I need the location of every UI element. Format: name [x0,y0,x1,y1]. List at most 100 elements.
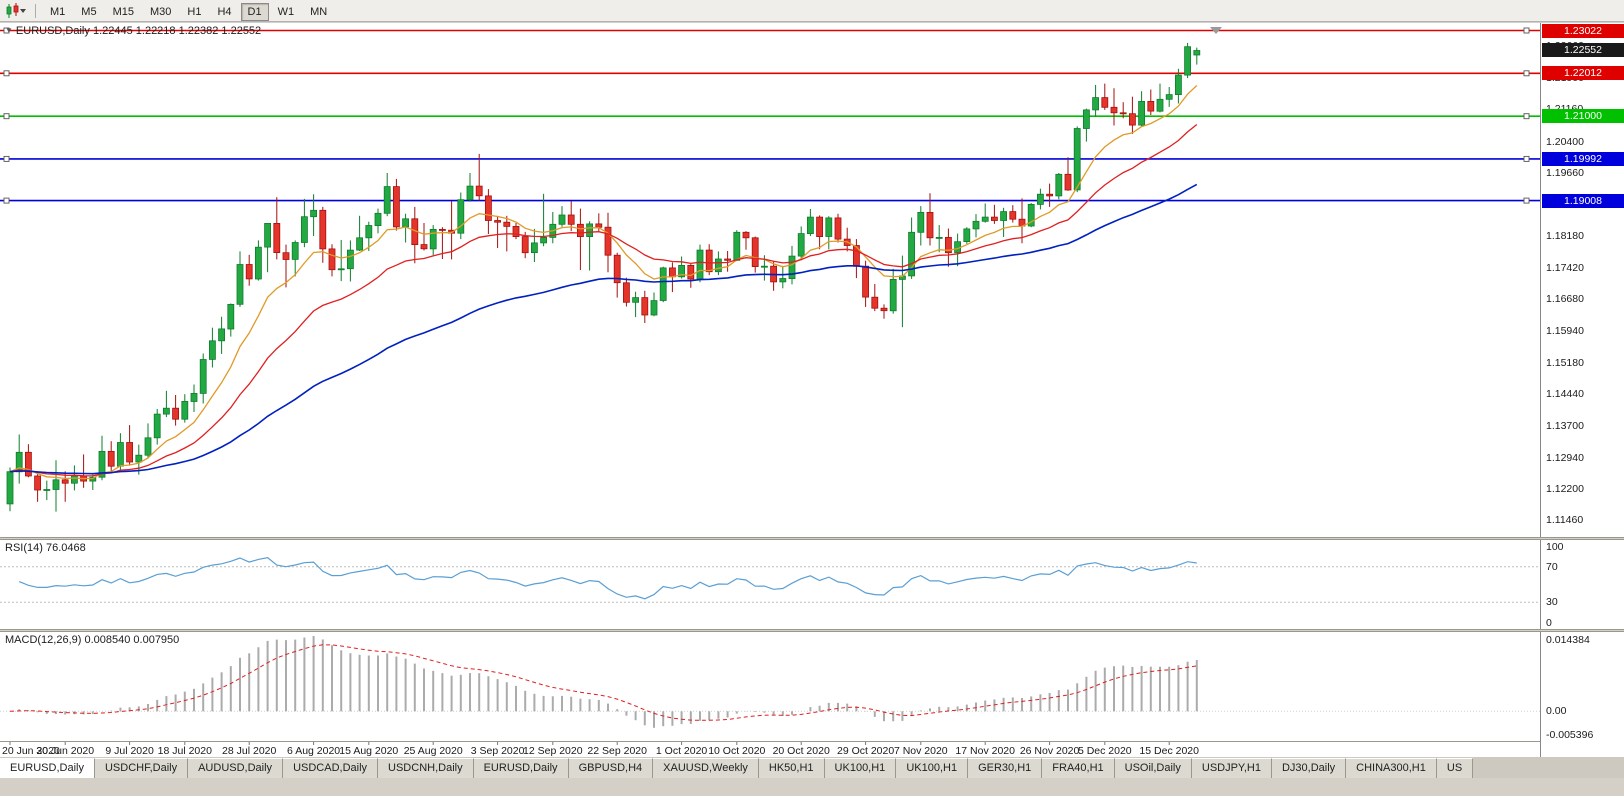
timeframe-button-group: M1 M5 M15 M30 H1 H4 D1 W1 MN [42,2,335,21]
symbol-name: EURUSD,Daily [15,25,90,37]
time-axis[interactable]: 20 Jun 2020 30 Jun 2020 9 Jul 2020 18 Jul 2… [0,741,1540,757]
date-label: 5 Dec 2020 [1078,745,1132,757]
price-line-label: 1.23022 [1542,24,1624,38]
tab-usdjpy-h1[interactable]: USDJPY,H1 [1191,758,1272,778]
toolbar-separator [35,3,36,18]
rsi-axis-label: 0 [1546,617,1552,629]
tab-dj30-daily[interactable]: DJ30,Daily [1271,758,1347,778]
date-label: 12 Sep 2020 [523,745,583,757]
macd-histogram [18,636,1198,728]
window-bottom-strip [0,778,1624,796]
panel-separator[interactable] [0,537,1624,540]
price-axis-label: 1.19660 [1546,167,1584,179]
main-price-panel[interactable]: ▼ EURUSD,Daily 1.22445 1.22218 1.22382 1.… [0,23,1540,537]
timeframe-button-mn[interactable]: MN [310,5,328,18]
macd-label: MACD(12,26,9) 0.008540 0.007950 [5,634,180,646]
tab-usoil-daily[interactable]: USOil,Daily [1114,758,1192,778]
date-label: 7 Nov 2020 [894,745,948,757]
rsi-axis-label: 70 [1546,561,1558,573]
panel-separator[interactable] [0,629,1624,632]
macd-indicator-panel[interactable]: MACD(12,26,9) 0.008540 0.007950 [0,632,1540,741]
candlestick-series [6,42,1201,512]
rsi-chart-canvas[interactable] [0,540,1540,629]
price-axis-label: 1.17420 [1546,262,1584,274]
chart-symbol-header: ▼ EURUSD,Daily 1.22445 1.22218 1.22382 1.… [5,25,261,37]
price-chart-canvas[interactable] [0,23,1540,537]
tab-uk100-h1[interactable]: UK100,H1 [824,758,897,778]
tab-gbpusd-h4[interactable]: GBPUSD,H4 [568,758,654,778]
date-label: 17 Nov 2020 [955,745,1015,757]
tab-usdcnh-daily[interactable]: USDCNH,Daily [378,758,474,778]
price-line-label: 1.19992 [1542,152,1624,166]
chart-type-candlestick-icon[interactable] [5,2,27,19]
date-label: 3 Sep 2020 [471,745,525,757]
timeframe-button-w1[interactable]: W1 [277,5,295,18]
date-label: 20 Oct 2020 [773,745,830,757]
date-label: 10 Oct 2020 [708,745,765,757]
ma-slow-line [9,183,1198,475]
chart-tab-bar: EURUSD,Daily USDCHF,Daily AUDUSD,Daily USDC… [0,756,1624,778]
timeframe-button-d1[interactable]: D1 [240,2,269,21]
timeframe-button-h4[interactable]: H4 [217,5,232,18]
tab-eurusd-daily[interactable]: EURUSD,Daily [473,758,569,778]
price-axis-label: 1.15180 [1546,357,1584,369]
date-label: 28 Jul 2020 [222,745,276,757]
ma-fast-line [9,85,1198,480]
rsi-axis-label: 100 [1546,541,1564,553]
chart-region: ▼ EURUSD,Daily 1.22445 1.22218 1.22382 1.… [0,22,1624,757]
tab-hk50-h1[interactable]: HK50,H1 [758,758,825,778]
price-axis-label: 1.14440 [1546,388,1584,400]
tab-china300-h1[interactable]: CHINA300,H1 [1346,758,1437,778]
rsi-label: RSI(14) 76.0468 [5,542,86,554]
rsi-axis-label: 30 [1546,596,1558,608]
date-label: 15 Dec 2020 [1139,745,1199,757]
date-label: 6 Aug 2020 [287,745,340,757]
timeframe-button-m15[interactable]: M15 [112,5,134,18]
candlestick-chart-icon [6,2,26,18]
timeframe-button-m5[interactable]: M5 [81,5,97,18]
tab-xauusd-weekly[interactable]: XAUUSD,Weekly [653,758,759,778]
timeframe-button-h1[interactable]: H1 [187,5,202,18]
horizontal-price-lines[interactable] [0,27,1540,204]
date-label: 15 Aug 2020 [339,745,398,757]
tab-fra40-h1[interactable]: FRA40,H1 [1042,758,1115,778]
tab-eurusd-daily[interactable]: EURUSD,Daily [0,758,95,778]
timeframe-button-m1[interactable]: M1 [50,5,66,18]
date-label: 26 Nov 2020 [1020,745,1080,757]
ma-medium-line [9,123,1198,477]
rsi-indicator-panel[interactable]: RSI(14) 76.0468 [0,540,1540,629]
macd-axis-label: 0.014384 [1546,634,1590,646]
timeframe-toolbar: M1 M5 M15 M30 H1 H4 D1 W1 MN [0,0,1624,22]
macd-axis-label: -0.005396 [1546,729,1594,741]
price-line-label: 1.19008 [1542,194,1624,208]
chart-shift-marker-icon[interactable] [1210,27,1222,34]
tab-usdchf-daily[interactable]: USDCHF,Daily [94,758,189,778]
tab-ger30-h1[interactable]: GER30,H1 [968,758,1043,778]
current-price-label: 1.22552 [1542,43,1624,57]
tab-us[interactable]: US [1436,758,1474,778]
rsi-line [18,557,1197,600]
price-axis-label: 1.12940 [1546,452,1584,464]
price-axis-label: 1.16680 [1546,293,1584,305]
date-label: 30 Jun 2020 [36,745,94,757]
tab-uk100-h1[interactable]: UK100,H1 [896,758,969,778]
price-axis[interactable]: 1.226601.219001.211601.204001.196601.189… [1540,23,1624,757]
date-label: 22 Sep 2020 [587,745,647,757]
price-axis-label: 1.15940 [1546,325,1584,337]
price-axis-label: 1.13700 [1546,420,1584,432]
tab-audusd-daily[interactable]: AUDUSD,Daily [188,758,284,778]
price-line-label: 1.22012 [1542,66,1624,80]
date-label: 20 Jun 2020 [2,745,60,757]
date-label: 9 Jul 2020 [105,745,154,757]
price-axis-label: 1.18180 [1546,230,1584,242]
macd-axis-label: 0.00 [1546,705,1567,717]
timeframe-button-m30[interactable]: M30 [149,5,172,18]
price-axis-label: 1.20400 [1546,136,1584,148]
ohlc-values: 1.22445 1.22218 1.22382 1.22552 [92,25,262,37]
macd-chart-canvas[interactable] [0,632,1540,741]
tab-usdcad-daily[interactable]: USDCAD,Daily [283,758,379,778]
price-line-label: 1.21000 [1542,109,1624,123]
date-label: 1 Oct 2020 [656,745,708,757]
